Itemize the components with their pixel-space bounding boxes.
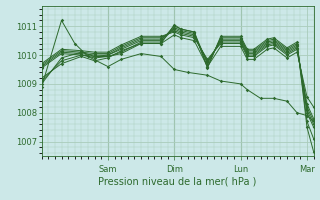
X-axis label: Pression niveau de la mer( hPa ): Pression niveau de la mer( hPa ) bbox=[99, 177, 257, 187]
